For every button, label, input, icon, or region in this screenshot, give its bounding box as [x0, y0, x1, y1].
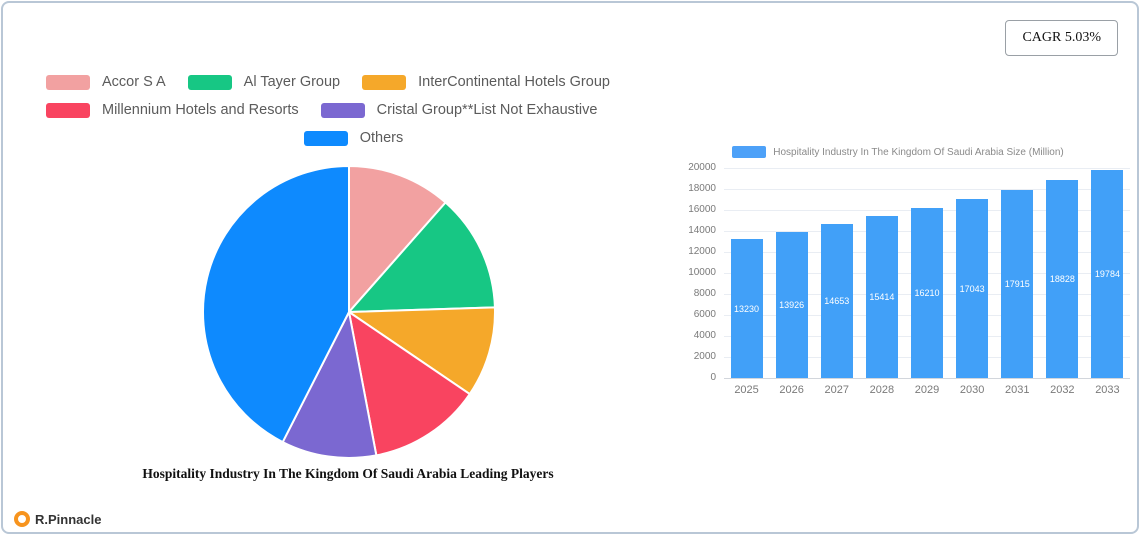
pie-chart-title: Hospitality Industry In The Kingdom Of S… [142, 466, 554, 481]
y-axis-label: 6000 [693, 309, 716, 320]
bar-value-label: 19784 [1094, 269, 1120, 280]
legend-label: Accor S A [102, 74, 166, 90]
brand-logo-text: R.Pinnacle [35, 511, 102, 527]
x-axis-label-2028: 2028 [869, 384, 895, 396]
bar-2033[interactable]: 19784 [1091, 170, 1124, 378]
legend-swatch-icon [303, 130, 348, 146]
y-axis-label: 8000 [693, 288, 716, 299]
x-axis-label-2025: 2025 [734, 384, 759, 396]
y-axis-label: 12000 [688, 246, 716, 257]
bar-2028[interactable]: 15414 [865, 216, 898, 378]
pie-chart [199, 162, 499, 462]
bar-2031[interactable]: 17915 [1001, 189, 1034, 378]
legend-item-4[interactable]: Cristal Group**List Not Exhaustive [320, 102, 598, 118]
pie-slice-0[interactable] [348, 165, 447, 313]
bar-value-label: 14653 [824, 296, 850, 307]
y-axis-label: 16000 [688, 204, 716, 215]
bar-plot-area: 0 2000 4000 6000 8000 10000 12000 14000 16000 180… [688, 162, 1130, 396]
pie-legend-row-3: Others [46, 130, 661, 146]
legend-label: Al Tayer Group [243, 74, 341, 90]
legend-item-5[interactable]: Others [303, 130, 404, 146]
pie-slice-1[interactable] [348, 201, 496, 313]
pie-slice-4[interactable] [281, 311, 378, 459]
bar-legend-label: Hospitality Industry In The Kingdom Of S… [773, 146, 1064, 158]
bar-value-label: 16210 [914, 287, 940, 298]
y-axis-label: 0 [710, 372, 716, 383]
bar-value-label: 17915 [1004, 278, 1030, 289]
x-axis-label-2029: 2029 [914, 384, 940, 396]
pie-legend-row-2: Millennium Hotels and Resorts Cristal Gro… [46, 102, 661, 118]
brand-logo-icon [14, 511, 30, 527]
legend-swatch-icon [46, 102, 90, 118]
bar-value-label: 15414 [869, 292, 895, 303]
x-axis-label-2026: 2026 [779, 384, 804, 396]
x-axis-label-2033: 2033 [1095, 384, 1120, 396]
legend-label: Cristal Group**List Not Exhaustive [376, 102, 598, 118]
gridline [724, 378, 1130, 379]
bar-value-label: 13230 [734, 303, 760, 314]
y-axis-label: 4000 [693, 330, 716, 341]
legend-item-1[interactable]: Al Tayer Group [187, 74, 341, 90]
bar-2026[interactable]: 13926 [775, 231, 808, 378]
bar-2025[interactable]: 13230 [730, 239, 763, 378]
legend-item-2[interactable]: InterContinental Hotels Group [362, 74, 610, 90]
x-axis-label-2030: 2030 [959, 384, 985, 396]
y-axis-label: 2000 [693, 351, 716, 362]
bar-2032[interactable]: 18828 [1046, 180, 1079, 378]
cagr-badge: CAGR 5.03% [1005, 20, 1118, 56]
bar-2027[interactable]: 14653 [820, 224, 853, 378]
bar-chart: Hospitality Industry In The Kingdom Of S… [662, 146, 1134, 396]
legend-swatch-icon [46, 74, 90, 90]
y-axis-label: 10000 [688, 267, 716, 278]
bar-chart-legend[interactable]: Hospitality Industry In The Kingdom Of S… [662, 146, 1134, 158]
y-axis-label: 14000 [688, 225, 716, 236]
legend-label: Others [359, 130, 404, 146]
bar-value-label: 13926 [779, 299, 805, 310]
y-axis-label: 18000 [688, 183, 716, 194]
pie-slice-2[interactable] [348, 306, 496, 396]
x-axis-label-2032: 2032 [1050, 384, 1075, 396]
bar-value-label: 17043 [959, 283, 985, 294]
pie-svg [201, 165, 496, 459]
bar-2029[interactable]: 16210 [911, 207, 943, 378]
pie-slice-3[interactable] [348, 311, 471, 457]
x-axis-label-2027: 2027 [824, 384, 850, 396]
gridline [724, 189, 1130, 190]
legend-swatch-icon [362, 74, 407, 90]
bar-legend-swatch-icon [732, 146, 767, 158]
legend-swatch-icon [320, 102, 365, 118]
x-axis-label-2031: 2031 [1004, 384, 1030, 396]
legend-item-0[interactable]: Accor S A [46, 74, 166, 90]
legend-swatch-icon [187, 74, 232, 90]
pie-slice-5[interactable] [201, 165, 350, 444]
gridline [724, 168, 1130, 169]
legend-label: Millennium Hotels and Resorts [102, 102, 299, 118]
brand-logo: R.Pinnacle [14, 511, 101, 527]
pie-legend-row-1: Accor S A Al Tayer Group InterContinental … [46, 74, 661, 90]
bar-value-label: 18828 [1049, 274, 1075, 285]
pie-legend: Accor S A Al Tayer Group InterContinental … [46, 74, 661, 158]
legend-label: InterContinental Hotels Group [418, 74, 610, 90]
bar-2030[interactable]: 17043 [956, 199, 989, 378]
legend-item-3[interactable]: Millennium Hotels and Resorts [46, 102, 299, 118]
y-axis-label: 20000 [688, 162, 716, 173]
